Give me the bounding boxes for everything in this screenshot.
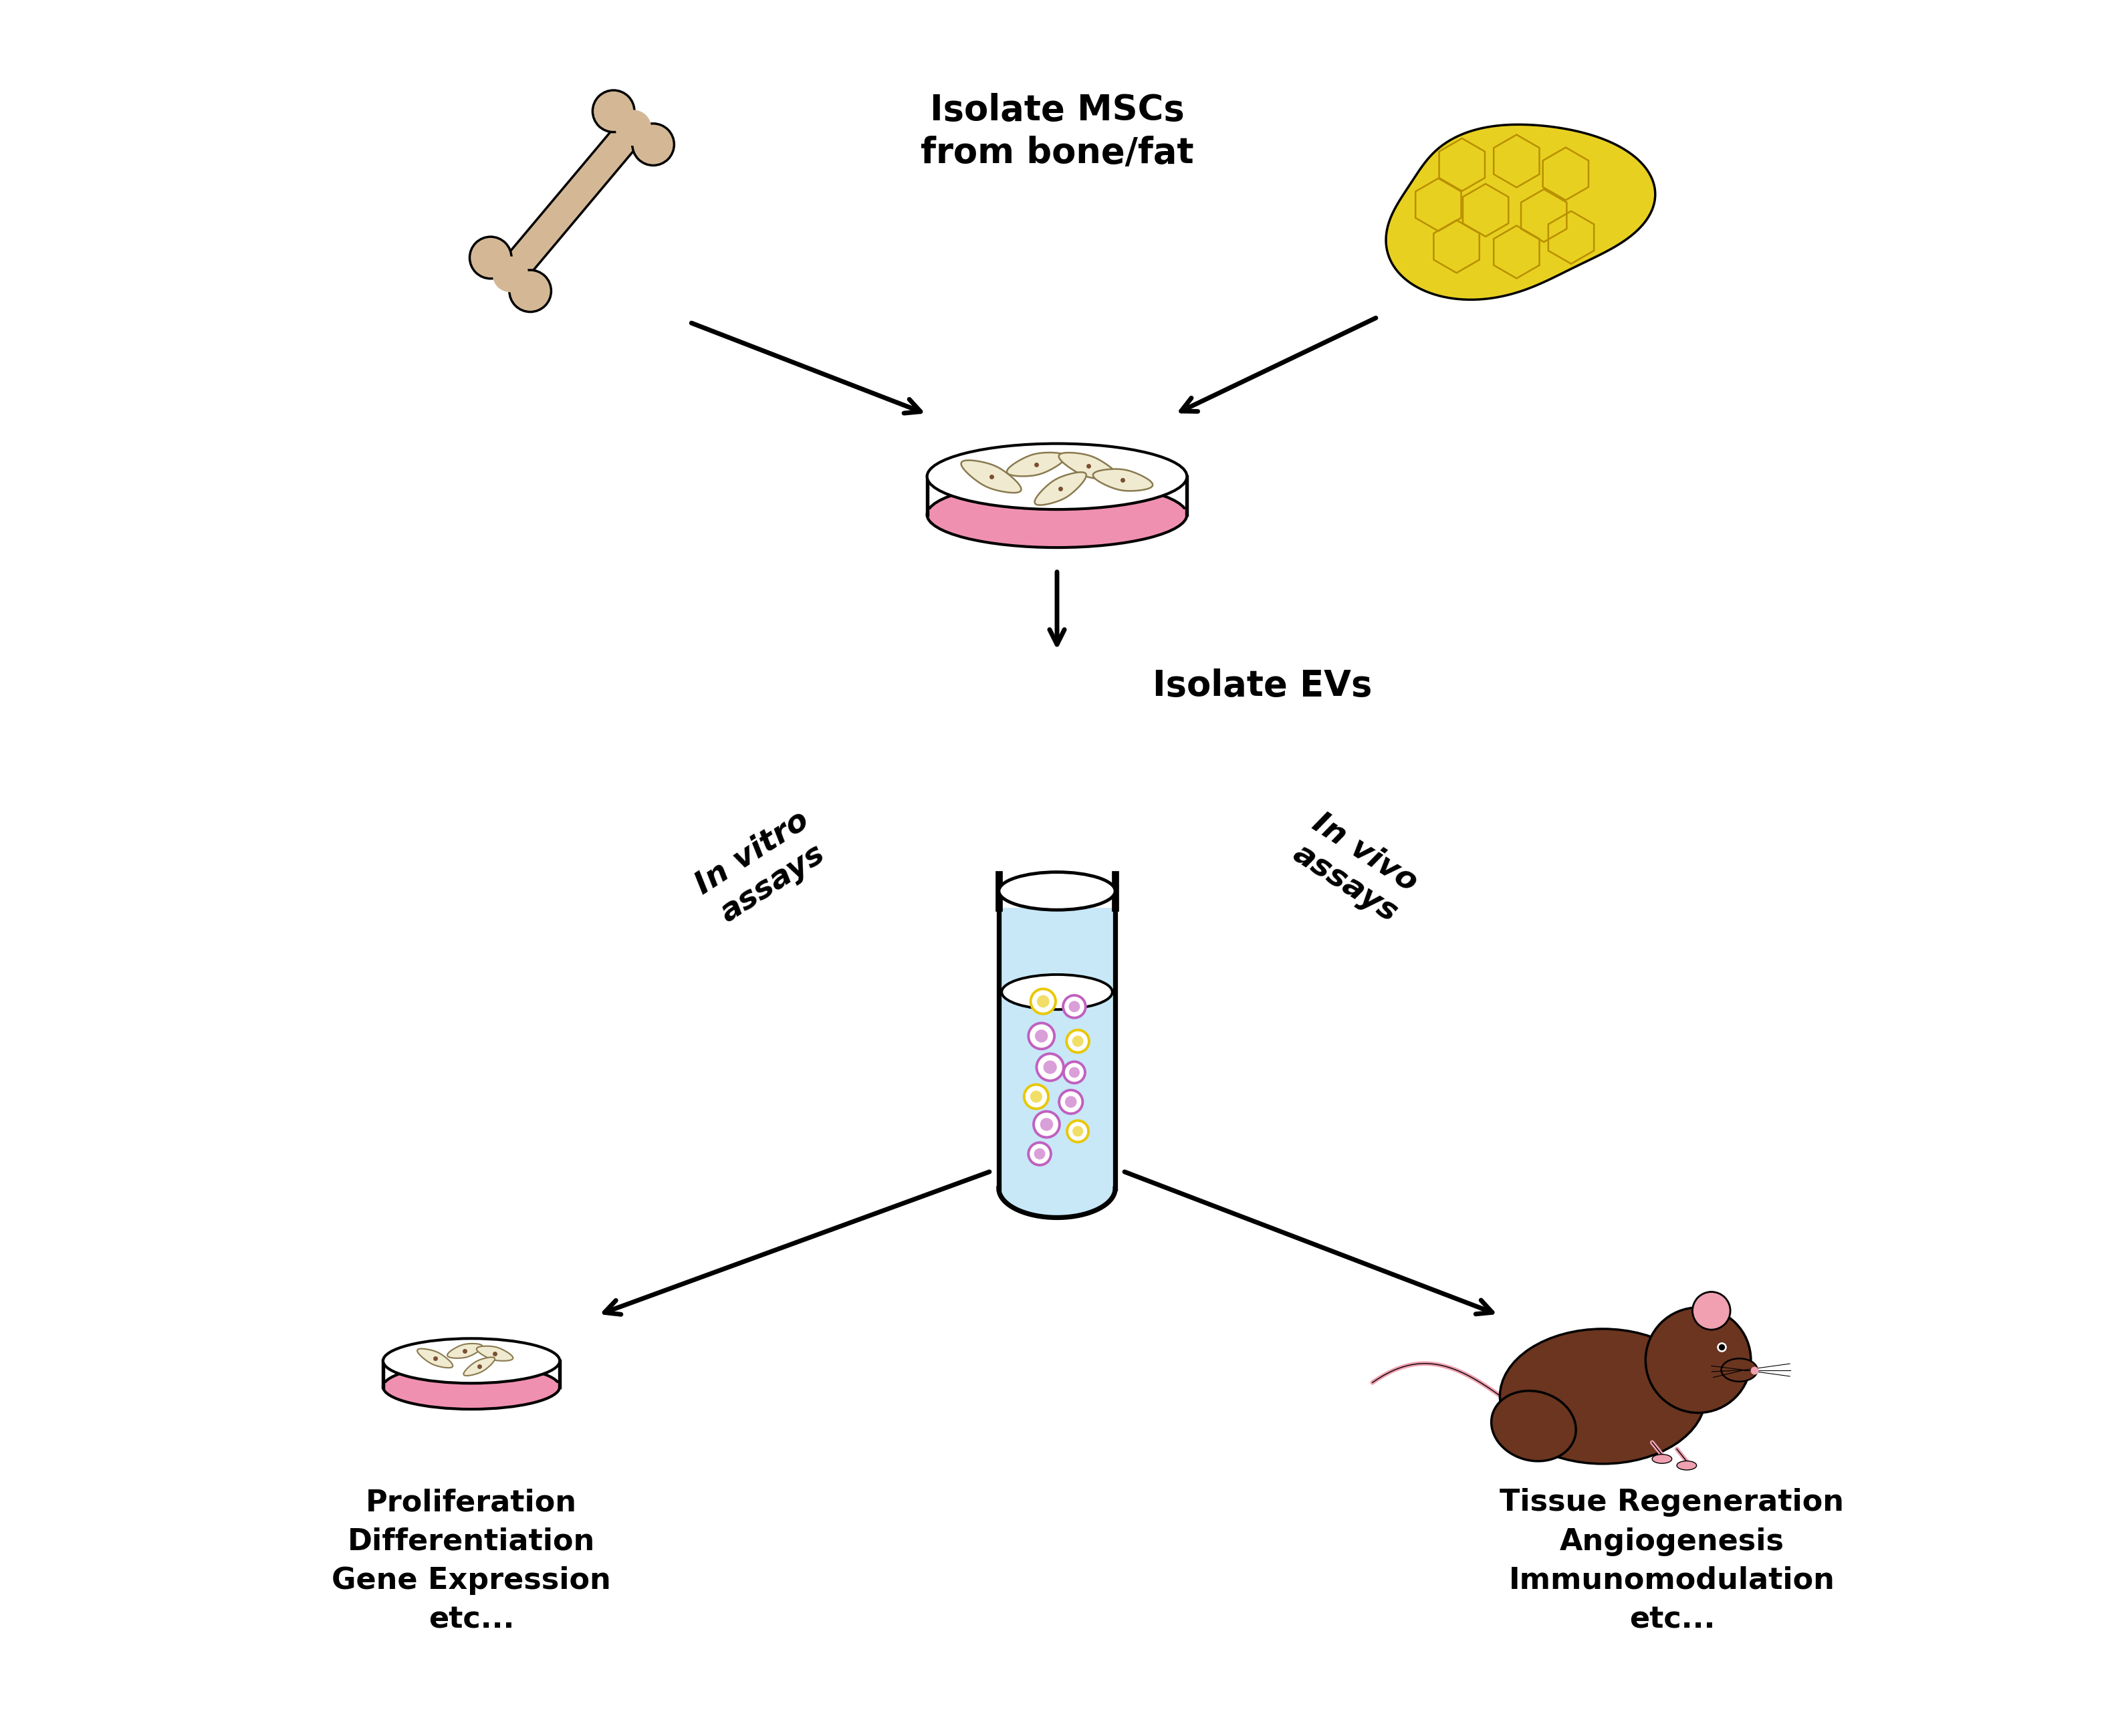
- Text: Proliferation
Differentiation
Gene Expression
etc...: Proliferation Differentiation Gene Expre…: [332, 1488, 611, 1634]
- Circle shape: [1036, 995, 1049, 1007]
- Ellipse shape: [383, 1338, 560, 1384]
- Circle shape: [493, 257, 528, 292]
- Circle shape: [1027, 1142, 1051, 1165]
- Polygon shape: [1034, 472, 1087, 505]
- Circle shape: [1044, 1061, 1057, 1075]
- Text: Isolate MSCs
from bone/fat: Isolate MSCs from bone/fat: [920, 94, 1194, 170]
- Ellipse shape: [1721, 1359, 1757, 1382]
- Circle shape: [1693, 1292, 1731, 1330]
- Polygon shape: [1093, 469, 1152, 491]
- Circle shape: [1036, 1054, 1063, 1082]
- Text: In vitro
assays: In vitro assays: [689, 806, 835, 930]
- Polygon shape: [463, 1358, 495, 1375]
- Circle shape: [1030, 1090, 1042, 1102]
- Polygon shape: [476, 1345, 514, 1361]
- Circle shape: [1032, 990, 1055, 1014]
- Ellipse shape: [1499, 1328, 1706, 1463]
- Polygon shape: [962, 460, 1021, 493]
- Text: Isolate EVs: Isolate EVs: [1152, 668, 1372, 703]
- Circle shape: [1034, 1111, 1059, 1137]
- Circle shape: [1063, 1062, 1084, 1083]
- Circle shape: [1036, 1029, 1049, 1043]
- Circle shape: [1072, 1036, 1082, 1047]
- Circle shape: [1034, 1147, 1044, 1160]
- Ellipse shape: [1490, 1391, 1575, 1462]
- Circle shape: [592, 90, 634, 132]
- Polygon shape: [928, 509, 1186, 514]
- Circle shape: [1068, 1029, 1089, 1052]
- Circle shape: [632, 123, 674, 165]
- Polygon shape: [1059, 453, 1118, 479]
- Polygon shape: [998, 908, 1116, 1189]
- Ellipse shape: [1676, 1462, 1698, 1470]
- Ellipse shape: [1653, 1455, 1672, 1463]
- Circle shape: [1040, 1118, 1053, 1130]
- Text: Tissue Regeneration
Angiogenesis
Immunomodulation
etc...: Tissue Regeneration Angiogenesis Immunom…: [1501, 1488, 1843, 1634]
- Circle shape: [469, 236, 512, 278]
- Circle shape: [1645, 1307, 1750, 1413]
- Polygon shape: [998, 1189, 1116, 1217]
- Circle shape: [615, 109, 651, 146]
- Circle shape: [1068, 1120, 1089, 1142]
- Polygon shape: [499, 118, 645, 285]
- Ellipse shape: [998, 871, 1116, 910]
- Circle shape: [1065, 1095, 1076, 1108]
- Polygon shape: [1387, 125, 1655, 300]
- Ellipse shape: [383, 1364, 560, 1410]
- Ellipse shape: [1002, 974, 1112, 1010]
- Polygon shape: [385, 1384, 558, 1387]
- Polygon shape: [448, 1344, 482, 1358]
- Circle shape: [1023, 1085, 1049, 1109]
- Polygon shape: [416, 1349, 452, 1368]
- Ellipse shape: [947, 448, 1167, 505]
- Ellipse shape: [928, 481, 1186, 547]
- Circle shape: [1072, 1127, 1082, 1137]
- Circle shape: [1070, 1002, 1080, 1012]
- Text: In vivo
assays: In vivo assays: [1287, 807, 1423, 929]
- Circle shape: [1070, 1068, 1080, 1078]
- Circle shape: [1063, 995, 1087, 1017]
- Polygon shape: [1006, 453, 1065, 476]
- Circle shape: [1027, 1023, 1055, 1049]
- Ellipse shape: [928, 444, 1186, 509]
- Ellipse shape: [395, 1342, 548, 1380]
- Circle shape: [1059, 1090, 1082, 1113]
- Circle shape: [509, 271, 552, 312]
